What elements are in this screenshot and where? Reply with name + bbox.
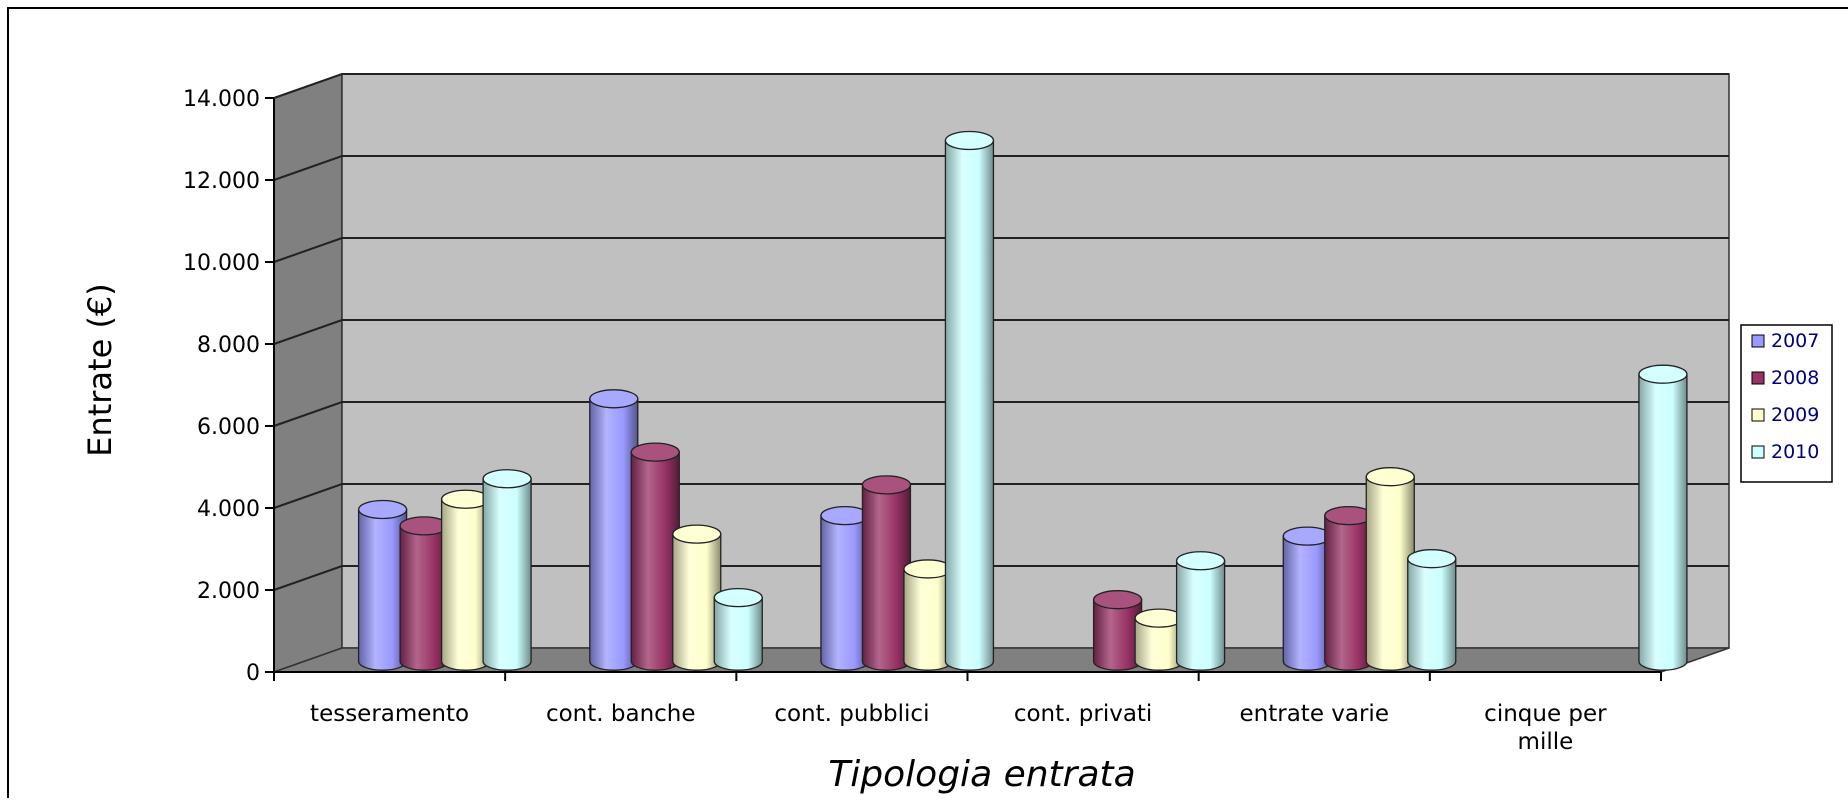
bar-2009-2 (903, 559, 953, 671)
x-category-label: tesseramento (310, 701, 469, 727)
gridline (273, 319, 1729, 345)
legend-label: 2008 (1771, 367, 1819, 389)
y-tick-label: 8.000 (197, 333, 260, 358)
bar-2009-0 (440, 489, 491, 671)
y-tick-label: 14.000 (183, 87, 260, 112)
legend-swatch (1751, 334, 1765, 348)
legend-label: 2007 (1771, 330, 1819, 352)
bar-2007-1 (589, 389, 639, 671)
legend-swatch (1751, 445, 1765, 459)
gridline (273, 565, 1729, 591)
y-tick-label: 10.000 (183, 251, 260, 276)
side-wall (273, 72, 343, 674)
gridline (273, 401, 1729, 427)
x-axis-title: Tipologia entrata (828, 754, 1135, 795)
bar-2010-0 (482, 469, 532, 671)
bar-2008-4 (1324, 506, 1374, 671)
gridline (273, 237, 1729, 263)
bar-2009-1 (672, 524, 722, 671)
bar-2008-3 (1092, 590, 1143, 671)
x-category-label: cinque per mille (1484, 701, 1607, 755)
gridline (273, 155, 1729, 181)
bar-2008-2 (861, 475, 912, 671)
bar-2008-1 (630, 442, 680, 671)
gridline (273, 73, 1729, 99)
x-category-label: cont. banche (546, 701, 696, 727)
bar-2009-4 (1365, 467, 1415, 671)
y-tick-label: 4.000 (197, 497, 260, 522)
legend-swatch (1751, 408, 1765, 422)
bar-2008-0 (399, 516, 449, 671)
bar-2010-4 (1407, 549, 1457, 671)
bar-2010-5 (1638, 364, 1688, 671)
y-axis-title: Entrate (€) (81, 283, 119, 457)
bar-2010-1 (713, 588, 763, 671)
bar-2009-3 (1134, 608, 1184, 671)
x-category-label: cont. privati (1014, 701, 1153, 727)
gridline (273, 483, 1729, 509)
back-wall (341, 73, 1730, 649)
bar-2010-3 (1175, 551, 1226, 671)
bar-2007-4 (1282, 526, 1332, 671)
y-tick-label: 12.000 (183, 169, 260, 194)
bar-2007-2 (820, 506, 870, 671)
bar-2010-2 (944, 130, 995, 671)
y-tick-label: 6.000 (197, 415, 260, 440)
x-category-label: cont. pubblici (774, 701, 929, 727)
legend: 2007 2008 2009 2010 (1740, 324, 1833, 483)
legend-label: 2010 (1771, 441, 1819, 463)
y-tick-label: 2.000 (197, 579, 260, 604)
bar-2007-0 (357, 499, 408, 671)
legend-swatch (1751, 371, 1765, 385)
x-category-label: entrate varie (1240, 701, 1389, 727)
y-tick-label: 0 (246, 661, 260, 686)
legend-label: 2009 (1771, 404, 1819, 426)
